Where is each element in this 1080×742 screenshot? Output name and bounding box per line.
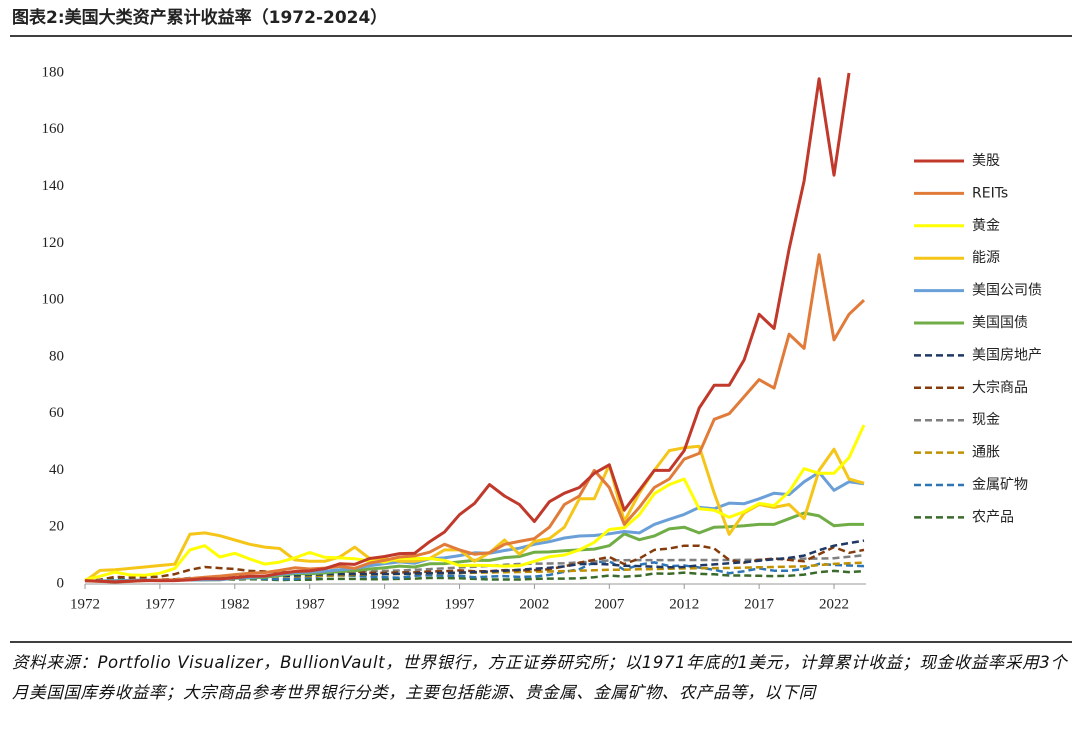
x-tick-label: 1987	[295, 596, 326, 612]
y-tick-label: 0	[57, 575, 65, 591]
legend-label: REITs	[972, 185, 1008, 201]
y-tick-label: 120	[42, 235, 65, 251]
legend-label: 通胀	[972, 445, 1000, 461]
x-tick-label: 2017	[744, 596, 775, 612]
legend-label: 美国房地产	[972, 347, 1042, 363]
legend-label: 美国国债	[972, 315, 1028, 331]
series-line	[84, 539, 865, 583]
legend-label: 现金	[972, 412, 1000, 428]
series-line	[84, 424, 866, 582]
legend-label: 大宗商品	[972, 380, 1028, 396]
y-tick-label: 140	[42, 178, 65, 194]
x-tick-label: 1997	[445, 596, 476, 612]
series-line	[84, 560, 865, 583]
x-tick-label: 1992	[370, 596, 400, 612]
y-tick-label: 160	[42, 121, 65, 137]
x-tick-label: 1977	[145, 596, 176, 612]
series-line	[84, 444, 865, 583]
series-line	[84, 569, 865, 583]
legend-label: 黄金	[972, 217, 1000, 234]
y-tick-label: 40	[49, 462, 64, 478]
y-tick-label: 60	[49, 405, 64, 421]
x-tick-label: 2002	[519, 596, 549, 612]
legend-label: 美国公司债	[972, 283, 1042, 299]
chart-title: 图表2:美国大类资产累计收益率（1972-2024）	[12, 7, 387, 28]
x-tick-label: 1982	[220, 596, 250, 612]
x-tick-label: 2012	[669, 596, 699, 612]
x-tick-label: 2007	[594, 596, 625, 612]
legend-label: 美股	[972, 153, 1000, 169]
legend-label: 金属矿物	[972, 477, 1028, 493]
legend-label: 能源	[972, 250, 1000, 266]
y-tick-label: 100	[42, 292, 65, 308]
y-tick-label: 20	[49, 519, 64, 535]
series-line	[84, 72, 851, 584]
legend-label: 农产品	[972, 509, 1014, 525]
x-tick-label: 1972	[70, 596, 100, 612]
y-tick-label: 180	[42, 64, 65, 80]
series-line	[84, 253, 866, 584]
source-note: 资料来源：Portfolio Visualizer，BullionVault，世…	[12, 653, 1068, 702]
x-tick-label: 2022	[819, 596, 849, 612]
y-tick-label: 80	[49, 348, 64, 364]
